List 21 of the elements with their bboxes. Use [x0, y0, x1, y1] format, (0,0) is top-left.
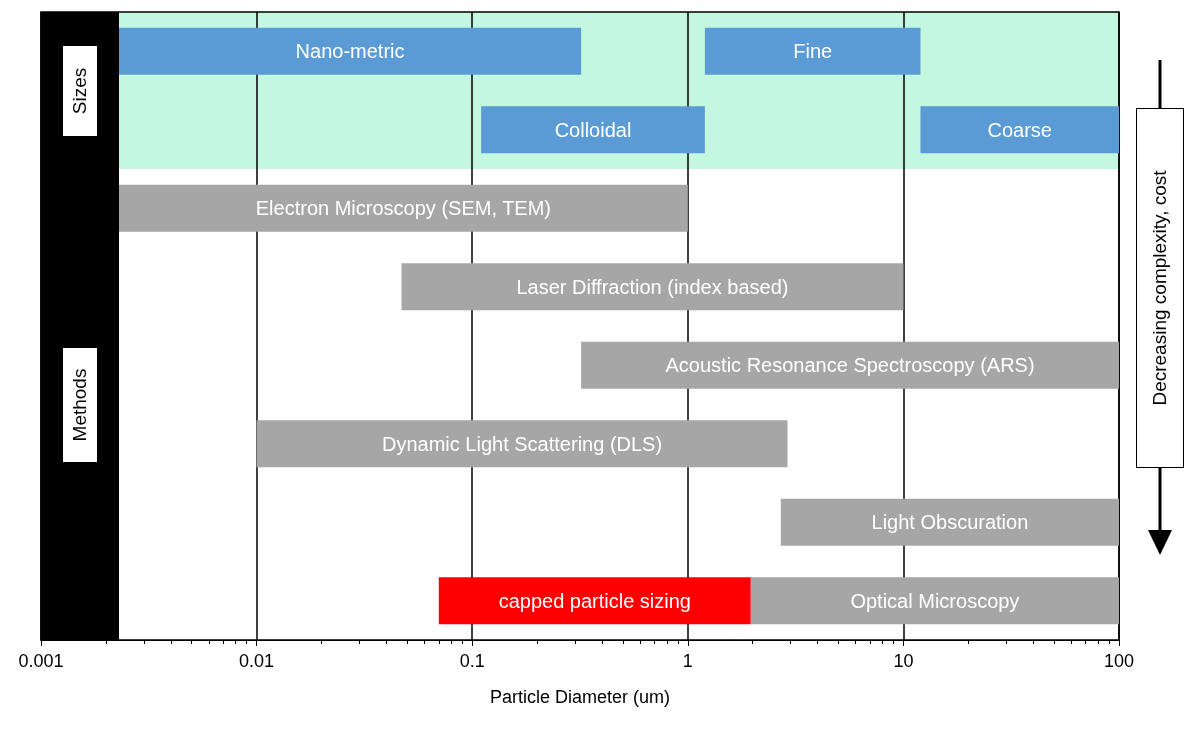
series-label: Fine	[793, 40, 833, 63]
series-label: Light Obscuration	[871, 511, 1029, 534]
x-axis-title: Particle Diameter (um)	[489, 687, 671, 707]
x-tick-label: 1	[682, 651, 693, 671]
series-label: Laser Diffraction (index based)	[516, 275, 789, 298]
series-label: Nano-metric	[295, 40, 405, 63]
series-label: Dynamic Light Scattering (DLS)	[381, 432, 663, 455]
x-tick-label: 100	[1103, 651, 1135, 671]
series-label: Optical Microscopy	[850, 589, 1020, 612]
series-label: Electron Microscopy (SEM, TEM)	[255, 197, 552, 220]
x-tick-label: 0.001	[18, 651, 64, 671]
x-tick-label: 10	[893, 651, 914, 671]
x-tick-label: 0.01	[239, 651, 275, 671]
annotation: Sizes	[69, 67, 91, 114]
series-label: Coarse	[987, 118, 1052, 141]
text: Decreasing complexity, cost	[1149, 170, 1171, 406]
series-label: Colloidal	[554, 118, 632, 141]
series-label: Acoustic Resonance Spectroscopy (ARS)	[665, 354, 1035, 377]
x-tick-label: 0.1	[459, 651, 485, 671]
annotation: Methods	[69, 368, 91, 441]
series-label: capped particle sizing	[498, 589, 691, 612]
